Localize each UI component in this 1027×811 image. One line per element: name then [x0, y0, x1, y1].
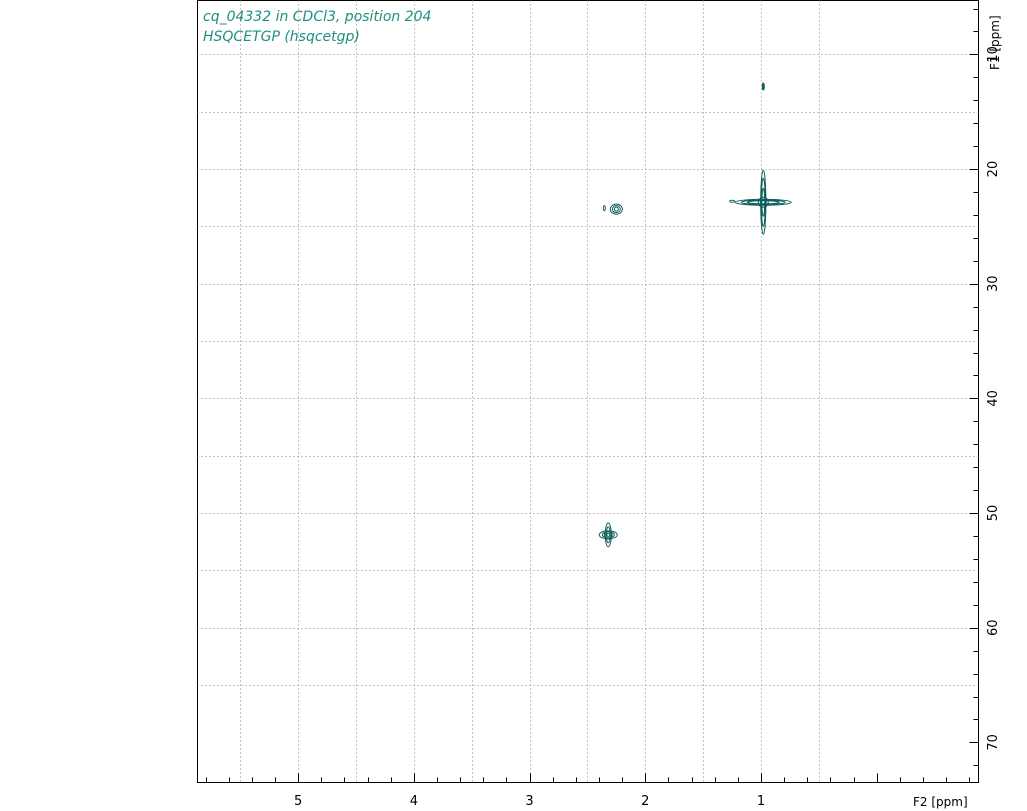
axis-ticks: 5 4 3 2 1 10 20 30 40 50 60 70	[206, 9, 1001, 809]
x-tick-label: 1	[757, 794, 765, 809]
y-axis-label: F1 [ppm]	[988, 15, 1002, 70]
plot-frame	[197, 0, 979, 783]
y-tick-label: 30	[986, 275, 1001, 292]
y-tick-label: 50	[986, 505, 1001, 522]
y-tick-label: 20	[986, 161, 1001, 178]
experiment-name: HSQCETGP (hsqcetgp)	[203, 29, 360, 45]
spectrum-info: cq_04332 in CDCl3, position 204 HSQCETGP…	[203, 9, 431, 45]
x-tick-label: 2	[641, 794, 649, 809]
cross-peak-strong	[729, 169, 792, 235]
x-tick-label: 5	[294, 794, 302, 809]
cross-peaks	[598, 82, 792, 548]
cross-peak-medium	[598, 522, 618, 548]
x-tick-label: 4	[410, 794, 418, 809]
spectrum-title: cq_04332 in CDCl3, position 204	[203, 9, 431, 25]
y-tick-label: 70	[986, 734, 1001, 751]
cross-peak-weak	[761, 82, 765, 91]
x-tick-label: 3	[525, 794, 533, 809]
cross-peak-medium	[602, 203, 623, 215]
y-tick-label: 10	[986, 46, 1001, 63]
y-tick-label: 60	[986, 619, 1001, 636]
x-axis-label: F2 [ppm]	[913, 795, 968, 809]
y-tick-label: 40	[986, 390, 1001, 407]
